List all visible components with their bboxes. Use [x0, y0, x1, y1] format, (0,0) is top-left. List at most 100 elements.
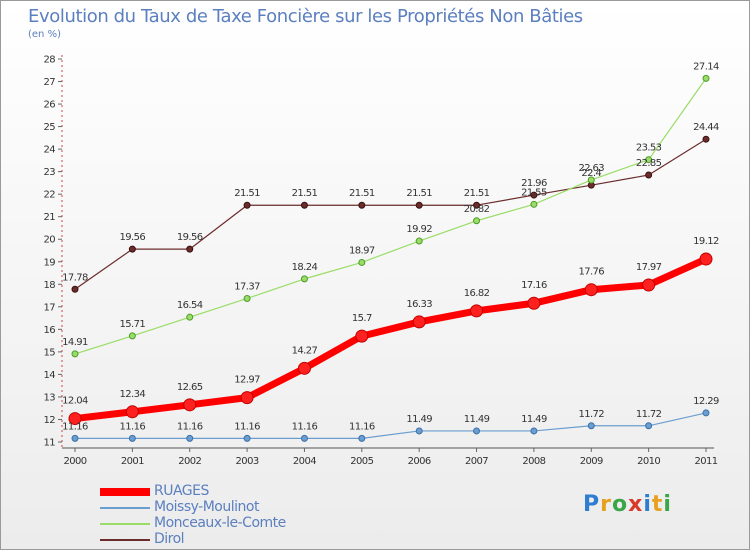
y-tick-label: 14: [43, 370, 55, 381]
data-label: 12.29: [693, 396, 719, 407]
legend-label: Monceaux-le-Comte: [154, 515, 286, 531]
y-tick-label: 28: [43, 55, 55, 66]
x-tick-label: 2006: [408, 456, 431, 467]
data-label: 12.97: [234, 375, 260, 386]
data-point: [71, 350, 79, 358]
line-chart: 11 12 13 14 15 16 17 18 19 20 21 22 23 24 25 26 27 28 2000…: [43, 55, 719, 468]
x-tick-label: 2002: [178, 456, 201, 467]
data-point: [186, 313, 194, 321]
data-point: [642, 278, 656, 292]
data-point: [358, 434, 366, 442]
data-point: [645, 171, 653, 179]
x-tick-label: 2011: [694, 456, 717, 467]
data-label: 21.55: [521, 187, 547, 198]
data-label: 21.51: [349, 188, 375, 199]
legend-label: Dirol: [154, 531, 185, 547]
legend-swatch: [100, 523, 150, 525]
data-point: [473, 201, 481, 209]
data-label: 21.96: [521, 178, 547, 189]
data-label: 11.72: [578, 409, 604, 420]
data-point: [530, 427, 538, 435]
data-label: 19.12: [693, 236, 719, 247]
data-label: 11.49: [464, 414, 490, 425]
data-point: [358, 201, 366, 209]
data-label: 23.53: [636, 143, 662, 154]
data-point: [186, 434, 194, 442]
data-label: 12.04: [62, 396, 88, 407]
data-label: 17.97: [636, 262, 662, 273]
data-point: [128, 434, 136, 442]
data-point: [702, 74, 710, 82]
data-label: 19.92: [406, 224, 432, 235]
data-point: [470, 304, 484, 318]
data-point: [645, 156, 653, 164]
data-label: 12.65: [177, 382, 203, 393]
data-label: 15.71: [120, 319, 146, 330]
data-point: [300, 201, 308, 209]
series-line-monceaux-le-comte: [74, 77, 707, 355]
y-tick-label: 15: [43, 347, 55, 358]
x-tick-label: 2008: [522, 456, 545, 467]
data-point: [128, 245, 136, 253]
legend-label: RUAGES: [154, 483, 209, 499]
y-tick-label: 17: [43, 302, 55, 313]
data-point: [243, 294, 251, 302]
data-label: 22.85: [636, 158, 662, 169]
data-label: 16.33: [406, 299, 432, 310]
data-point: [473, 217, 481, 225]
data-point: [415, 237, 423, 245]
data-point: [527, 296, 541, 310]
y-tick-label: 13: [43, 392, 55, 403]
data-label: 12.34: [120, 389, 146, 400]
data-label: 21.51: [406, 188, 432, 199]
data-point: [587, 176, 595, 184]
data-label: 11.72: [636, 409, 662, 420]
data-point: [473, 427, 481, 435]
data-label: 18.97: [349, 245, 375, 256]
data-point: [71, 285, 79, 293]
data-point: [530, 200, 538, 208]
data-label: 15.7: [352, 313, 372, 324]
data-point: [186, 245, 194, 253]
data-label: 22.63: [578, 163, 604, 174]
data-label: 19.56: [120, 232, 146, 243]
data-label: 11.49: [521, 414, 547, 425]
legend-swatch: [100, 507, 150, 509]
data-label: 11.49: [406, 414, 432, 425]
series-line-ruages: [71, 255, 710, 423]
y-tick-label: 16: [43, 325, 55, 336]
data-label: 27.14: [693, 61, 719, 72]
legend-swatch: [100, 488, 150, 496]
data-label: 16.82: [464, 288, 490, 299]
x-tick-label: 2003: [236, 456, 259, 467]
x-tick-label: 2005: [350, 456, 373, 467]
data-label: 11.16: [62, 421, 88, 432]
y-tick-label: 25: [43, 122, 55, 133]
y-tick-label: 24: [43, 145, 55, 156]
legend-label: Moissy-Moulinot: [154, 499, 259, 515]
series-line-dirol: [74, 138, 707, 290]
data-label: 14.91: [62, 337, 88, 348]
data-point: [587, 422, 595, 430]
data-label: 24.44: [693, 122, 719, 133]
data-point: [645, 422, 653, 430]
y-tick-label: 19: [43, 257, 55, 268]
y-tick-label: 26: [43, 100, 55, 111]
data-label: 21.51: [234, 188, 260, 199]
x-tick-label: 2007: [465, 456, 488, 467]
data-point: [243, 434, 251, 442]
data-label: 11.16: [234, 421, 260, 432]
y-tick-label: 21: [43, 212, 55, 223]
data-point: [128, 332, 136, 340]
data-label: 19.56: [177, 232, 203, 243]
data-point: [702, 135, 710, 143]
data-label: 11.16: [292, 421, 318, 432]
data-point: [297, 361, 311, 375]
y-tick-label: 20: [43, 235, 55, 246]
data-point: [358, 258, 366, 266]
y-tick-label: 27: [43, 77, 55, 88]
data-label: 17.37: [234, 281, 260, 292]
data-label: 16.54: [177, 300, 203, 311]
data-point: [415, 427, 423, 435]
